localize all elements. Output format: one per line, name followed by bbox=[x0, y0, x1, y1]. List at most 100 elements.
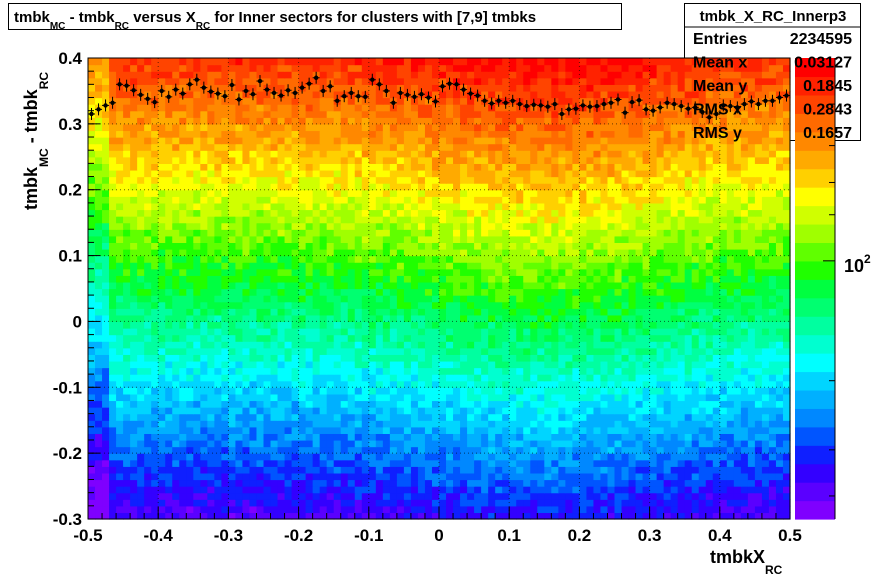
heatmap-cell bbox=[439, 407, 447, 415]
heatmap-cell bbox=[719, 426, 728, 434]
heatmap-cell bbox=[607, 407, 616, 415]
heatmap-cell bbox=[347, 328, 356, 336]
heatmap-cell bbox=[467, 426, 475, 434]
heatmap-cell bbox=[726, 235, 735, 243]
heatmap-cell bbox=[586, 360, 595, 369]
heatmap-cell bbox=[137, 380, 145, 388]
heatmap-cell bbox=[495, 281, 503, 290]
heatmap-cell bbox=[424, 295, 433, 303]
heatmap-cell bbox=[586, 209, 595, 217]
heatmap-cell bbox=[382, 314, 391, 323]
heatmap-cell bbox=[754, 479, 763, 487]
heatmap-cell bbox=[88, 209, 96, 217]
heatmap-cell bbox=[565, 301, 573, 309]
heatmap-cell bbox=[572, 328, 580, 336]
heatmap-cell bbox=[326, 420, 335, 428]
heatmap-cell bbox=[614, 347, 623, 355]
heatmap-cell bbox=[207, 374, 215, 382]
heatmap-cell bbox=[565, 288, 573, 296]
heatmap-cell bbox=[635, 347, 644, 355]
heatmap-cell bbox=[558, 387, 566, 395]
heatmap-cell bbox=[214, 407, 222, 415]
heatmap-cell bbox=[144, 472, 152, 481]
heatmap-cell bbox=[256, 295, 265, 303]
heatmap-cell bbox=[782, 229, 791, 237]
heatmap-cell bbox=[368, 446, 377, 454]
heatmap-cell bbox=[754, 354, 763, 362]
heatmap-cell bbox=[649, 222, 658, 230]
heatmap-cell bbox=[396, 268, 405, 276]
heatmap-cell bbox=[396, 308, 405, 316]
heatmap-cell bbox=[537, 295, 545, 303]
heatmap-cell bbox=[137, 321, 145, 329]
heatmap-cell bbox=[614, 466, 623, 474]
heatmap-cell bbox=[165, 216, 173, 224]
heatmap-cell bbox=[375, 420, 384, 428]
heatmap-cell bbox=[389, 328, 398, 336]
heatmap-cell bbox=[733, 400, 742, 408]
heatmap-cell bbox=[677, 354, 686, 362]
heatmap-cell bbox=[775, 301, 784, 309]
heatmap-cell bbox=[523, 248, 531, 257]
heatmap-cell bbox=[474, 466, 482, 474]
heatmap-cell bbox=[628, 295, 637, 303]
heatmap-cell bbox=[179, 459, 187, 467]
heatmap-cell bbox=[460, 380, 468, 388]
heatmap-cell bbox=[158, 248, 166, 257]
heatmap-cell bbox=[158, 400, 166, 408]
heatmap-cell bbox=[740, 453, 749, 461]
heatmap-cell bbox=[607, 387, 616, 395]
heatmap-cell bbox=[474, 472, 482, 481]
heatmap-cell bbox=[600, 235, 609, 243]
heatmap-cell bbox=[635, 420, 644, 428]
heatmap-cell bbox=[670, 216, 679, 224]
heatmap-cell bbox=[235, 196, 244, 204]
heatmap-cell bbox=[439, 196, 447, 204]
heatmap-cell bbox=[410, 216, 419, 224]
heatmap-cell bbox=[663, 268, 672, 276]
heatmap-cell bbox=[151, 439, 159, 448]
heatmap-cell bbox=[242, 472, 251, 481]
heatmap-cell bbox=[410, 209, 419, 217]
heatmap-cell bbox=[214, 499, 222, 507]
heatmap-cell bbox=[382, 255, 391, 263]
heatmap-cell bbox=[698, 255, 707, 263]
heatmap-cell bbox=[726, 341, 735, 349]
heatmap-cell bbox=[775, 242, 784, 250]
heatmap-cell bbox=[467, 367, 475, 375]
heatmap-cell bbox=[488, 235, 496, 243]
heatmap-cell bbox=[130, 374, 138, 382]
heatmap-cell bbox=[228, 407, 237, 415]
heatmap-cell bbox=[256, 472, 265, 481]
heatmap-cell bbox=[691, 334, 700, 342]
heatmap-cell bbox=[284, 288, 293, 296]
heatmap-cell bbox=[593, 439, 602, 448]
heatmap-cell bbox=[712, 367, 721, 375]
heatmap-cell bbox=[530, 295, 538, 303]
heatmap-cell bbox=[614, 202, 623, 211]
heatmap-cell bbox=[453, 486, 461, 494]
heatmap-cell bbox=[642, 328, 651, 336]
heatmap-cell bbox=[495, 301, 503, 309]
heatmap-cell bbox=[460, 202, 468, 211]
heatmap-cell bbox=[312, 439, 321, 448]
heatmap-cell bbox=[123, 492, 131, 500]
heatmap-cell bbox=[396, 281, 405, 290]
heatmap-cell bbox=[179, 499, 187, 507]
heatmap-cell bbox=[319, 321, 328, 329]
heatmap-cell bbox=[228, 354, 237, 362]
heatmap-cell bbox=[277, 189, 286, 197]
heatmap-cell bbox=[228, 486, 237, 494]
heatmap-cell bbox=[340, 321, 349, 329]
heatmap-cell bbox=[509, 295, 517, 303]
heatmap-cell bbox=[298, 281, 307, 290]
heatmap-cell bbox=[614, 433, 623, 441]
heatmap-cell bbox=[495, 512, 503, 520]
heatmap-cell bbox=[733, 308, 742, 316]
heatmap-cell bbox=[186, 295, 194, 303]
heatmap-cell bbox=[607, 222, 616, 230]
heatmap-cell bbox=[263, 281, 272, 290]
heatmap-cell bbox=[733, 472, 742, 481]
heatmap-cell bbox=[193, 505, 201, 514]
heatmap-cell bbox=[705, 202, 714, 211]
